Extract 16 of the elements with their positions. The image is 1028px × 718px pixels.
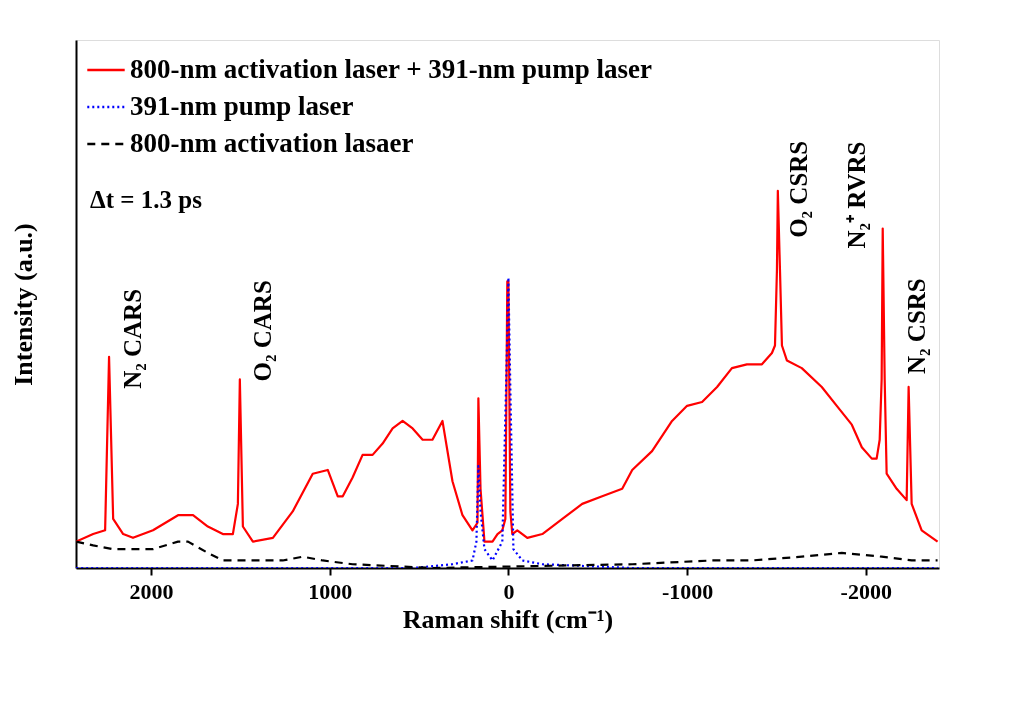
- legend-label: 800-nm activation laser + 391-nm pump laser: [130, 54, 652, 84]
- legend-label: 391-nm pump laser: [130, 91, 354, 121]
- annotation: O₂ CARS: [248, 280, 276, 382]
- annotation: Δt = 1.3 ps: [90, 186, 203, 213]
- annotation: N₂ CARS: [119, 288, 147, 389]
- annotation: N₂ CSRS: [902, 278, 930, 374]
- x-tick-label: 2000: [129, 578, 174, 604]
- annotation: N₂⁺ RVRS: [842, 141, 870, 249]
- annotation: O₂ CSRS: [784, 140, 812, 238]
- x-tick-label: -1000: [661, 578, 714, 604]
- legend-label: 800-nm activation lasaer: [130, 128, 414, 158]
- y-axis-title: Intensity (a.u.): [8, 223, 38, 386]
- x-tick-label: 1000: [308, 578, 353, 604]
- x-tick-label: 0: [503, 578, 515, 604]
- x-axis-title: Raman shift (cm⁻¹): [402, 604, 614, 634]
- x-tick-label: -2000: [840, 578, 892, 604]
